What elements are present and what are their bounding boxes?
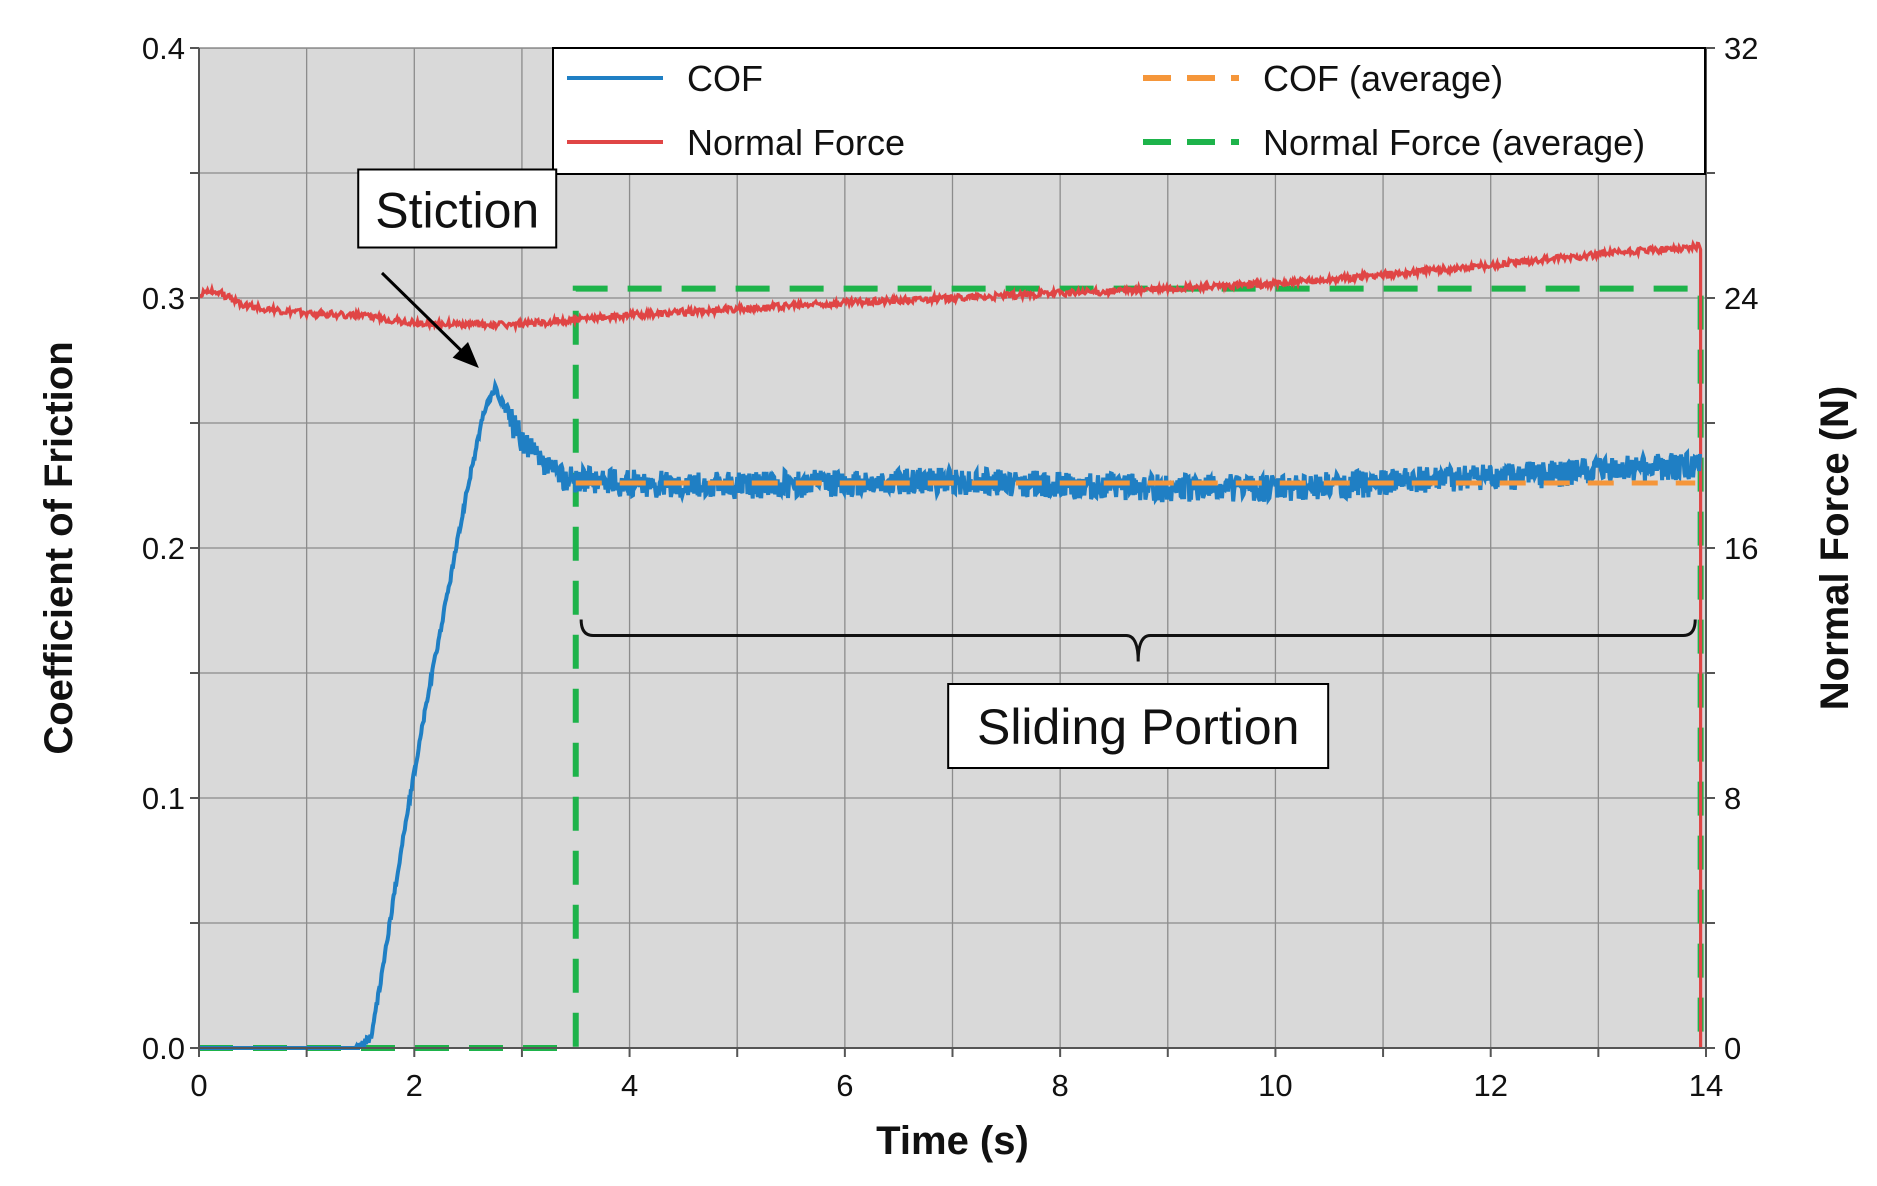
y2-axis-title: Normal Force (N) [1813, 386, 1857, 711]
x-tick-label: 8 [1052, 1068, 1069, 1103]
y-tick-label: 0.0 [142, 1031, 185, 1066]
stiction-arrowhead [452, 341, 479, 368]
series-normal-force [197, 239, 1703, 1048]
legend-label-normal-force: Normal Force [687, 122, 905, 163]
grid-lines [199, 48, 1706, 1048]
x-tick-label: 10 [1258, 1068, 1292, 1103]
legend-label-normal-force-average: Normal Force (average) [1263, 122, 1645, 163]
y-tick-label: 0.2 [142, 531, 185, 566]
series-cof [199, 377, 1702, 1050]
y-tick-label: 0.1 [142, 781, 185, 816]
y2-tick-label: 0 [1724, 1031, 1741, 1066]
x-tick-label: 6 [836, 1068, 853, 1103]
sliding-label: Sliding Portion [977, 699, 1299, 755]
x-tick-label: 0 [190, 1068, 207, 1103]
sliding-annotation: Sliding Portion [579, 619, 1697, 769]
axes [190, 47, 1715, 1057]
stiction-arrow [380, 271, 472, 362]
data-series [197, 239, 1703, 1050]
legend: COF Normal Force COF (average) Normal Fo… [552, 47, 1706, 175]
stiction-label: Stiction [375, 183, 539, 239]
y2-tick-label: 16 [1724, 531, 1758, 566]
sliding-brace [579, 619, 1697, 662]
x-axis-title: Time (s) [876, 1119, 1029, 1163]
x-tick-label: 12 [1473, 1068, 1507, 1103]
x-tick-label: 2 [406, 1068, 423, 1103]
x-tick-label: 14 [1689, 1068, 1723, 1103]
y-tick-label: 0.3 [142, 281, 185, 316]
sliding-label-box [947, 683, 1330, 769]
y-axis-title: Coefficient of Friction [37, 341, 81, 754]
stiction-annotation: Stiction [357, 168, 558, 368]
y2-tick-label: 32 [1724, 31, 1758, 66]
legend-box [552, 47, 1706, 175]
y2-tick-label: 24 [1724, 281, 1758, 316]
y2-tick-label: 8 [1724, 781, 1741, 816]
stiction-label-box [357, 168, 558, 249]
legend-label-cof: COF [687, 58, 763, 99]
y-tick-label: 0.4 [142, 31, 185, 66]
legend-label-cof-average: COF (average) [1263, 58, 1503, 99]
x-tick-label: 4 [621, 1068, 638, 1103]
